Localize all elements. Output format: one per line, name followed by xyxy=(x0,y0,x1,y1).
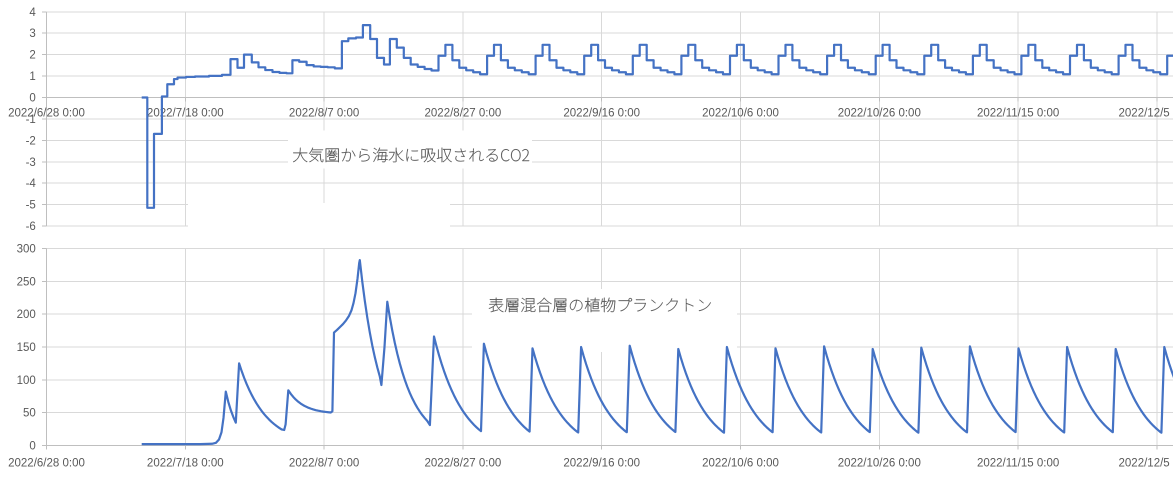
svg-text:-2: -2 xyxy=(26,135,36,147)
svg-text:2022/10/6 0:00: 2022/10/6 0:00 xyxy=(702,108,779,120)
svg-text:2022/10/26 0:00: 2022/10/26 0:00 xyxy=(838,108,921,120)
svg-text:2022/10/26 0:00: 2022/10/26 0:00 xyxy=(838,458,921,470)
svg-text:2022/6/28 0:00: 2022/6/28 0:00 xyxy=(8,458,85,470)
svg-text:-5: -5 xyxy=(26,200,36,212)
svg-text:2022/8/7 0:00: 2022/8/7 0:00 xyxy=(289,108,359,120)
svg-text:100: 100 xyxy=(17,375,36,387)
svg-text:300: 300 xyxy=(17,244,36,256)
svg-text:2022/11/15 0:00: 2022/11/15 0:00 xyxy=(977,458,1059,470)
svg-text:-6: -6 xyxy=(26,221,36,233)
svg-text:2022/8/27 0:00: 2022/8/27 0:00 xyxy=(425,108,502,120)
svg-text:0: 0 xyxy=(29,440,35,452)
svg-text:-3: -3 xyxy=(26,157,36,169)
svg-text:2022/9/16 0:00: 2022/9/16 0:00 xyxy=(563,108,640,120)
svg-text:2022/11/15 0:00: 2022/11/15 0:00 xyxy=(977,108,1059,120)
svg-text:150: 150 xyxy=(17,342,36,354)
svg-text:2022/8/7 0:00: 2022/8/7 0:00 xyxy=(289,458,359,470)
svg-text:2: 2 xyxy=(29,50,35,62)
svg-text:4: 4 xyxy=(29,7,36,19)
svg-text:250: 250 xyxy=(17,276,36,288)
svg-text:50: 50 xyxy=(23,408,36,420)
svg-text:2022/12/5 0:00: 2022/12/5 0:00 xyxy=(1119,108,1173,120)
svg-text:2022/10/6 0:00: 2022/10/6 0:00 xyxy=(702,458,779,470)
svg-text:200: 200 xyxy=(17,309,36,321)
svg-text:1: 1 xyxy=(29,71,35,83)
svg-text:3: 3 xyxy=(29,28,35,40)
svg-text:-1: -1 xyxy=(26,114,36,126)
svg-text:2022/12/5 0:00: 2022/12/5 0:00 xyxy=(1119,458,1173,470)
svg-text:2022/6/28 0:00: 2022/6/28 0:00 xyxy=(8,108,85,120)
svg-text:2022/9/16 0:00: 2022/9/16 0:00 xyxy=(563,458,640,470)
svg-text:2022/7/18 0:00: 2022/7/18 0:00 xyxy=(147,458,224,470)
svg-text:2022/8/27 0:00: 2022/8/27 0:00 xyxy=(425,458,502,470)
svg-text:0: 0 xyxy=(29,93,35,105)
svg-text:2022/7/18 0:00: 2022/7/18 0:00 xyxy=(147,108,224,120)
svg-text:-4: -4 xyxy=(26,178,37,190)
